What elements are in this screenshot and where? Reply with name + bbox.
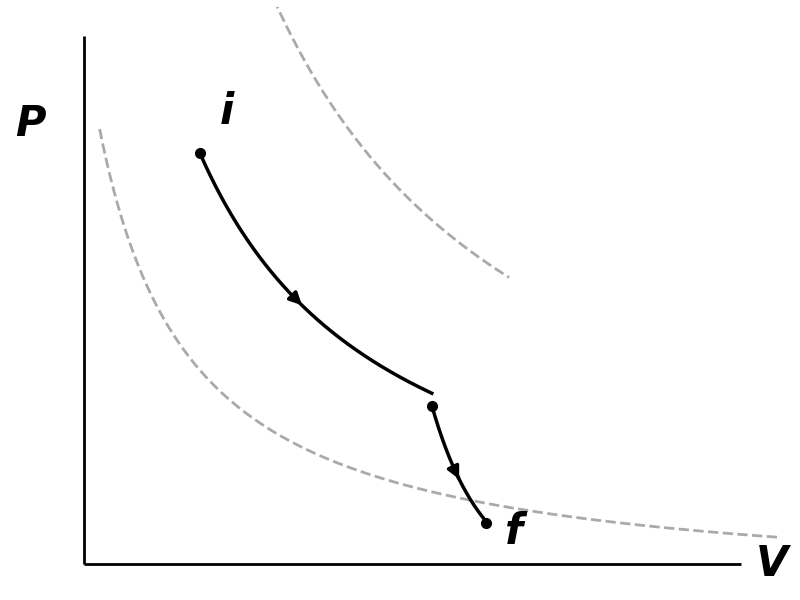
- Text: V: V: [756, 543, 789, 585]
- Text: P: P: [15, 103, 46, 145]
- Text: f: f: [505, 511, 523, 553]
- Text: i: i: [219, 91, 234, 133]
